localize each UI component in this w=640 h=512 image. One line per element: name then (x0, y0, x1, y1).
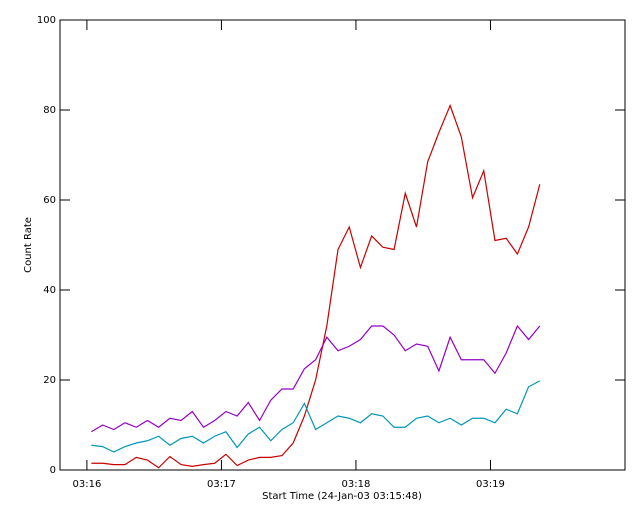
x-tick-label: 03:18 (342, 479, 371, 490)
y-tick-label: 100 (37, 15, 56, 26)
y-axis-label: Count Rate (23, 217, 34, 273)
x-tick-label: 03:17 (207, 479, 236, 490)
y-tick-label: 20 (43, 375, 56, 386)
y-tick-label: 40 (43, 285, 56, 296)
x-tick-label: 03:19 (476, 479, 505, 490)
y-tick-label: 60 (43, 195, 56, 206)
plot-frame (59, 19, 626, 471)
series-line (91, 103, 541, 469)
x-axis-label: Start Time (24-Jan-03 03:15:48) (262, 491, 422, 502)
series-line (91, 324, 541, 433)
x-tick-label: 03:16 (72, 479, 101, 490)
y-tick-label: 80 (43, 105, 56, 116)
series-line (91, 380, 541, 453)
y-tick-label: 0 (50, 465, 56, 476)
